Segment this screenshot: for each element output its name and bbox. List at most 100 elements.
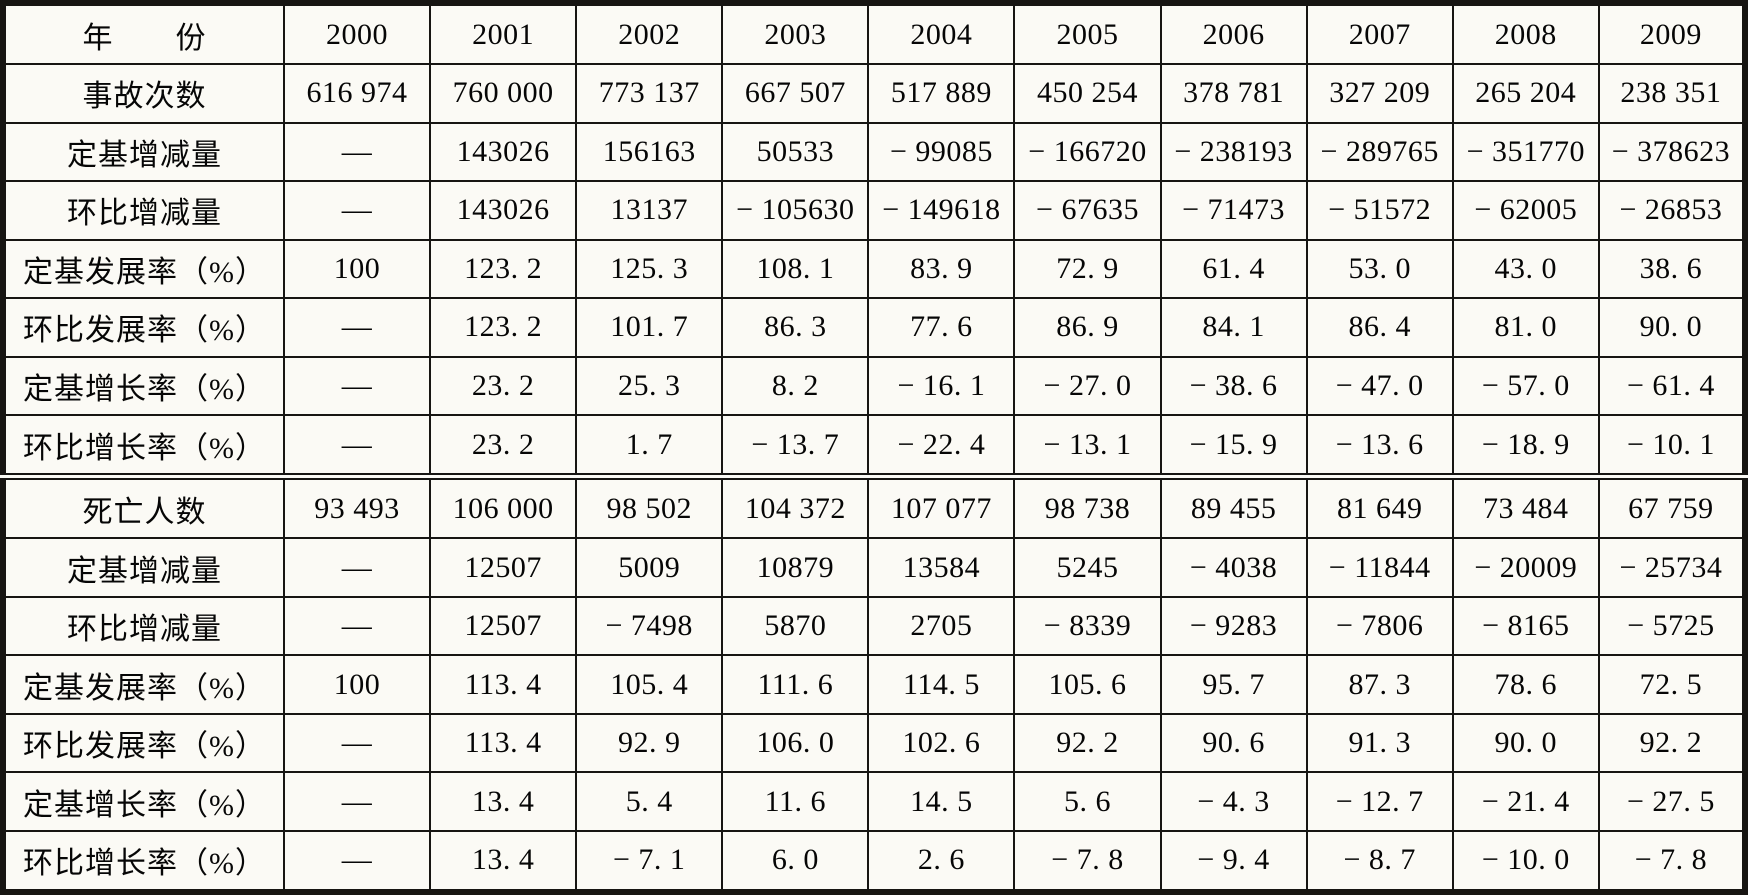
value-cell: − 11844 (1305, 537, 1454, 598)
value-cell: − 20009 (1451, 537, 1600, 598)
value-cell: 114. 5 (867, 654, 1016, 715)
value-cell: 5009 (575, 537, 724, 598)
value-cell: 50533 (721, 121, 870, 183)
year-header-cell: 2009 (1597, 1, 1747, 66)
value-cell: 72. 9 (1013, 238, 1162, 300)
table-row: 死亡人数 93 493 106 000 98 502 104 372 107 077 98 … (2, 473, 1747, 540)
value-cell: − 351770 (1451, 121, 1600, 183)
value-cell: − 47. 0 (1305, 355, 1454, 417)
value-cell: 108. 1 (721, 238, 870, 300)
table-row: 环比增减量 —143026 13137− 105630− 149618− 67635… (2, 180, 1747, 241)
value-cell: − 4. 3 (1159, 771, 1308, 832)
value-cell: 78. 6 (1451, 654, 1600, 715)
value-cell: 11. 6 (721, 771, 870, 832)
table-row: 定基发展率（%） 100 113. 4 105. 4 111. 6 114. 5 105. … (2, 654, 1747, 715)
value-cell: 92. 9 (575, 712, 724, 774)
value-cell: − 15. 9 (1159, 414, 1308, 478)
value-cell: 90. 0 (1597, 297, 1747, 358)
table-row: 环比发展率（%） —113. 4 92. 9 106. 0 102. 6 92. 2 90.… (2, 712, 1747, 774)
value-cell: 23. 2 (429, 414, 578, 478)
value-cell: − 10. 1 (1597, 414, 1747, 478)
row-label: 环比增长率（%） (2, 829, 285, 894)
value-cell: 89 455 (1159, 473, 1308, 540)
value-cell: 93 493 (282, 473, 432, 540)
table-row: 定基增减量 —143026 156163 50533− 99085− 166720− … (2, 121, 1747, 183)
value-cell: − 166720 (1013, 121, 1162, 183)
year-header-cell: 2002 (575, 1, 724, 66)
value-cell: − 8165 (1451, 595, 1600, 657)
value-cell: 106. 0 (721, 712, 870, 774)
value-cell: 84. 1 (1159, 297, 1308, 358)
value-cell: − 13. 1 (1013, 414, 1162, 478)
row-label: 环比增减量 (2, 595, 285, 657)
value-cell: 77. 6 (867, 297, 1016, 358)
value-cell: − 7498 (575, 595, 724, 657)
value-cell: 73 484 (1451, 473, 1600, 540)
value-cell: 92. 2 (1597, 712, 1747, 774)
value-cell: 327 209 (1305, 63, 1454, 124)
value-cell: 106 000 (429, 473, 578, 540)
value-cell: − 13. 6 (1305, 414, 1454, 478)
value-cell: − 13. 7 (721, 414, 870, 478)
value-cell: − 5725 (1597, 595, 1747, 657)
value-cell: − 10. 0 (1451, 829, 1600, 894)
value-cell: 113. 4 (429, 654, 578, 715)
value-cell: − 25734 (1597, 537, 1747, 598)
year-header-cell: 2001 (429, 1, 578, 66)
value-cell: 143026 (429, 180, 578, 241)
value-cell: 100 (282, 654, 432, 715)
row-label: 事故次数 (2, 63, 285, 124)
value-cell: 43. 0 (1451, 238, 1600, 300)
value-cell: 87. 3 (1305, 654, 1454, 715)
value-cell: 760 000 (429, 63, 578, 124)
row-label: 环比发展率（%） (2, 712, 285, 774)
value-cell: − 378623 (1597, 121, 1747, 183)
value-cell: 1. 7 (575, 414, 724, 478)
value-cell: 100 (282, 238, 432, 300)
year-row-label: 年 份 (2, 1, 285, 66)
value-cell: − 7806 (1305, 595, 1454, 657)
value-cell: − 38. 6 (1159, 355, 1308, 417)
value-cell: 13. 4 (429, 829, 578, 894)
value-cell: 90. 6 (1159, 712, 1308, 774)
row-label: 定基增长率（%） (2, 771, 285, 832)
value-cell: — (282, 355, 432, 417)
value-cell: − 4038 (1159, 537, 1308, 598)
value-cell: — (282, 121, 432, 183)
value-cell: 38. 6 (1597, 238, 1747, 300)
value-cell: − 105630 (721, 180, 870, 241)
value-cell: 5. 4 (575, 771, 724, 832)
value-cell: − 7. 1 (575, 829, 724, 894)
value-cell: 107 077 (867, 473, 1016, 540)
value-cell: 86. 3 (721, 297, 870, 358)
table-row: 环比增长率（%） —13. 4− 7. 1 6. 0 2. 6− 7. 8− 9. 4… (2, 829, 1747, 894)
row-label: 定基增减量 (2, 537, 285, 598)
value-cell: 83. 9 (867, 238, 1016, 300)
year-header-cell: 2007 (1305, 1, 1454, 66)
value-cell: 95. 7 (1159, 654, 1308, 715)
value-cell: 2. 6 (867, 829, 1016, 894)
value-cell: − 9. 4 (1159, 829, 1308, 894)
value-cell: 5. 6 (1013, 771, 1162, 832)
value-cell: 5870 (721, 595, 870, 657)
row-label: 环比增减量 (2, 180, 285, 241)
value-cell: 111. 6 (721, 654, 870, 715)
value-cell: — (282, 414, 432, 478)
value-cell: — (282, 595, 432, 657)
value-cell: 378 781 (1159, 63, 1308, 124)
table-row: 环比发展率（%） —123. 2 101. 7 86. 3 77. 6 86. 9 84. … (2, 297, 1747, 358)
value-cell: − 8339 (1013, 595, 1162, 657)
value-cell: 13137 (575, 180, 724, 241)
value-cell: 105. 4 (575, 654, 724, 715)
value-cell: 123. 2 (429, 297, 578, 358)
year-header-cell: 2005 (1013, 1, 1162, 66)
value-cell: − 67635 (1013, 180, 1162, 241)
value-cell: 113. 4 (429, 712, 578, 774)
value-cell: 13584 (867, 537, 1016, 598)
table-row: 定基增长率（%） —13. 4 5. 4 11. 6 14. 5 5. 6− 4. 3− … (2, 771, 1747, 832)
value-cell: − 18. 9 (1451, 414, 1600, 478)
value-cell: — (282, 297, 432, 358)
value-cell: 67 759 (1597, 473, 1747, 540)
